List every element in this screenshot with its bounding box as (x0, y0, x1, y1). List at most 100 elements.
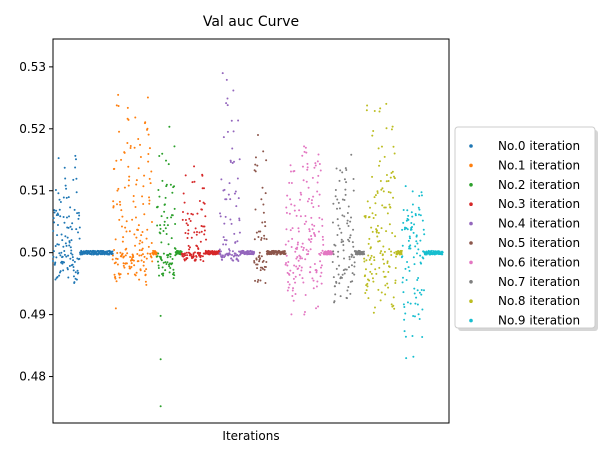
data-point (253, 259, 256, 262)
data-point (296, 246, 299, 249)
data-point (310, 238, 313, 241)
data-point (128, 265, 131, 268)
data-point (139, 239, 142, 242)
data-point (68, 241, 71, 244)
data-point (292, 271, 295, 274)
data-point (385, 102, 388, 105)
data-point (402, 221, 405, 224)
data-point (204, 215, 207, 218)
data-point (135, 271, 138, 274)
data-point (76, 212, 79, 215)
data-point (183, 259, 186, 262)
data-point (263, 234, 266, 237)
data-point (196, 212, 199, 215)
data-point (334, 244, 337, 247)
data-point (260, 255, 263, 258)
data-point (411, 215, 414, 218)
data-point (144, 121, 147, 124)
data-point (420, 262, 423, 265)
data-point (64, 235, 67, 238)
data-point (306, 200, 309, 203)
series-9-points (400, 185, 444, 360)
data-point (411, 190, 414, 193)
data-point (203, 225, 206, 228)
data-point (422, 257, 425, 260)
data-point (168, 125, 171, 128)
data-point (334, 293, 337, 296)
data-point (62, 245, 65, 248)
data-point (401, 228, 404, 231)
data-point (127, 184, 130, 187)
data-point (415, 252, 418, 255)
data-point (307, 186, 310, 189)
data-point (163, 220, 166, 223)
data-point (168, 271, 171, 274)
data-point (306, 168, 309, 171)
data-point (343, 257, 346, 260)
data-point (200, 225, 203, 228)
legend-marker (469, 280, 473, 284)
data-point (139, 143, 142, 146)
data-point (196, 245, 199, 248)
data-point (402, 303, 405, 306)
data-point (336, 198, 339, 201)
data-point (384, 293, 387, 296)
data-point (62, 215, 65, 218)
legend-item-7: No.7 iteration (469, 275, 580, 289)
data-point (254, 156, 257, 159)
data-point (317, 153, 320, 156)
data-point (406, 228, 409, 231)
data-point (168, 265, 171, 268)
data-point (351, 254, 354, 257)
data-point (72, 259, 75, 262)
data-point (287, 261, 290, 264)
data-point (141, 253, 144, 256)
data-point (145, 268, 148, 271)
data-point (332, 250, 335, 253)
data-point (68, 215, 70, 218)
data-point (362, 250, 365, 253)
data-point (189, 220, 192, 223)
data-point (383, 262, 386, 265)
data-point (180, 250, 183, 253)
data-point (387, 180, 390, 183)
data-point (125, 230, 128, 233)
data-point (352, 178, 355, 181)
data-point (288, 273, 291, 276)
data-point (386, 282, 389, 285)
data-point (164, 196, 167, 199)
data-point (299, 255, 302, 258)
data-point (72, 269, 75, 272)
data-point (383, 206, 386, 209)
data-point (411, 203, 414, 206)
data-point (307, 253, 310, 256)
data-point (229, 218, 232, 221)
data-point (169, 253, 172, 256)
data-point (348, 236, 351, 239)
chart-title: Val auc Curve (203, 14, 299, 30)
data-point (383, 155, 386, 158)
data-point (120, 225, 123, 228)
data-point (315, 271, 318, 274)
data-point (348, 240, 351, 243)
data-point (297, 267, 300, 270)
y-tick-label: 0.48 (19, 370, 46, 384)
data-point (314, 164, 317, 167)
data-point (163, 203, 166, 206)
data-point (392, 304, 395, 307)
data-point (111, 258, 114, 261)
data-point (120, 158, 123, 161)
data-point (159, 256, 162, 259)
data-point (169, 183, 172, 186)
data-point (303, 313, 306, 316)
data-point (116, 203, 118, 206)
data-point (317, 204, 320, 207)
data-point (403, 318, 406, 321)
data-point (307, 250, 310, 253)
data-point (380, 250, 383, 253)
data-point (340, 276, 343, 279)
data-point (185, 251, 188, 254)
series-0-points (52, 154, 114, 285)
data-point (220, 178, 223, 181)
data-point (320, 251, 323, 254)
